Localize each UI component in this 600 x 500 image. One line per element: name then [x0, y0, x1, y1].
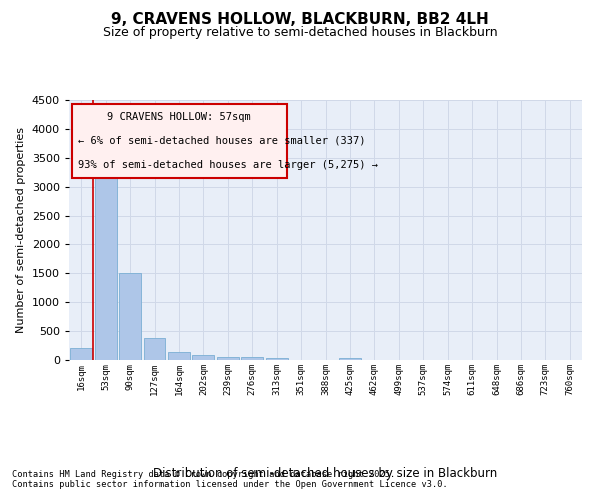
- Bar: [168, 352, 190, 360]
- Text: 93% of semi-detached houses are larger (5,275) →: 93% of semi-detached houses are larger (…: [78, 160, 378, 170]
- Text: Contains public sector information licensed under the Open Government Licence v3: Contains public sector information licen…: [12, 480, 448, 489]
- Bar: [217, 357, 239, 360]
- Text: ← 6% of semi-detached houses are smaller (337): ← 6% of semi-detached houses are smaller…: [78, 136, 365, 146]
- Bar: [339, 358, 361, 360]
- Bar: [241, 357, 263, 360]
- Text: 9 CRAVENS HOLLOW: 57sqm: 9 CRAVENS HOLLOW: 57sqm: [107, 112, 251, 122]
- Bar: [266, 358, 287, 360]
- Y-axis label: Number of semi-detached properties: Number of semi-detached properties: [16, 127, 26, 333]
- Text: Size of property relative to semi-detached houses in Blackburn: Size of property relative to semi-detach…: [103, 26, 497, 39]
- X-axis label: Distribution of semi-detached houses by size in Blackburn: Distribution of semi-detached houses by …: [154, 467, 497, 480]
- Bar: [143, 338, 166, 360]
- FancyBboxPatch shape: [71, 104, 287, 178]
- Text: Contains HM Land Registry data © Crown copyright and database right 2025.: Contains HM Land Registry data © Crown c…: [12, 470, 395, 479]
- Bar: [193, 356, 214, 360]
- Text: 9, CRAVENS HOLLOW, BLACKBURN, BB2 4LH: 9, CRAVENS HOLLOW, BLACKBURN, BB2 4LH: [111, 12, 489, 28]
- Bar: [119, 274, 141, 360]
- Bar: [70, 348, 92, 360]
- Bar: [95, 164, 116, 360]
